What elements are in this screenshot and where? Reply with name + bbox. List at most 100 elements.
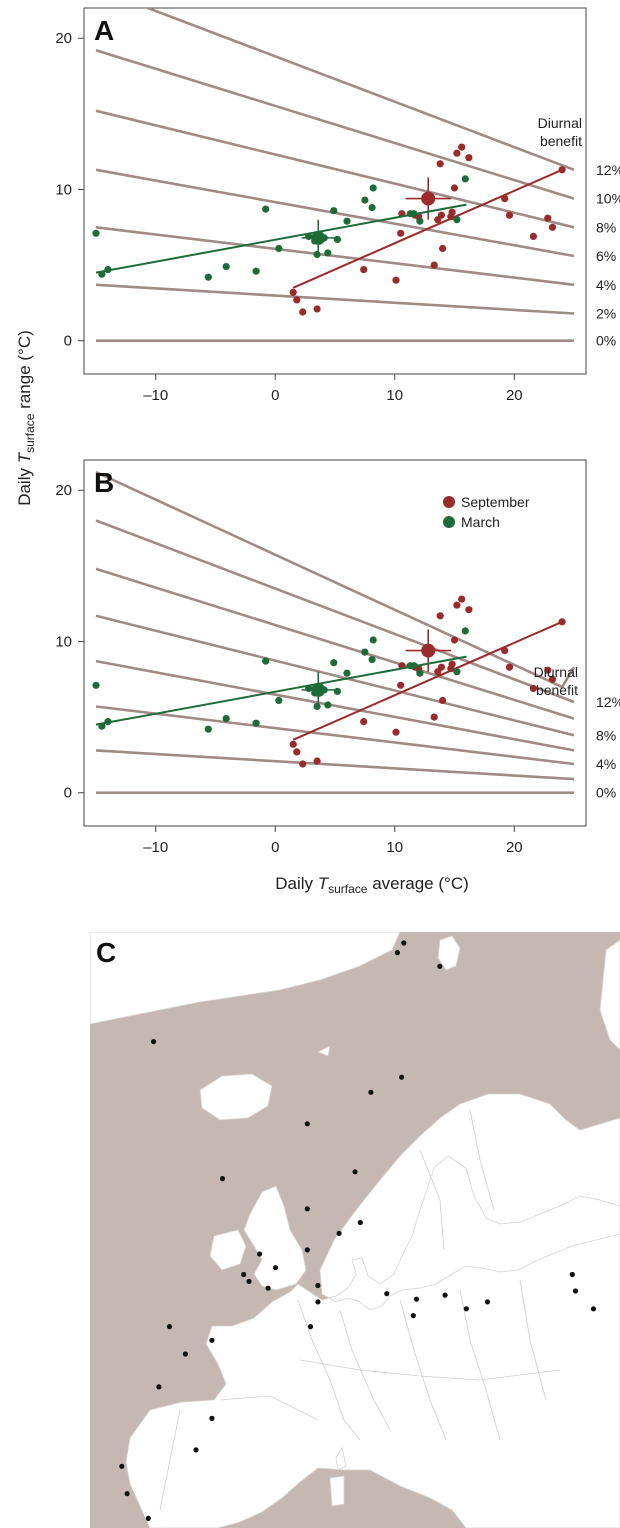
- x-tick-label: 10: [386, 387, 403, 404]
- march-point: [333, 687, 341, 696]
- september-point: [437, 663, 445, 671]
- y-axis-label: Daily Tsurface range (°C): [15, 330, 37, 506]
- september-point: [529, 684, 538, 693]
- station-marker: [151, 1039, 157, 1045]
- september-point: [529, 232, 538, 240]
- march-point: [305, 684, 313, 693]
- contour-label: 2%: [596, 306, 616, 322]
- panel-c-map: [90, 932, 620, 1528]
- march-point: [92, 681, 100, 689]
- europe-mainland: [125, 1093, 620, 1528]
- iceland-landmass: [199, 1073, 273, 1121]
- station-marker: [193, 1447, 199, 1453]
- station-marker: [156, 1384, 162, 1390]
- march-point: [275, 244, 283, 253]
- march-point: [313, 702, 321, 711]
- benefit-contours-b: [95, 470, 576, 794]
- september-point: [448, 208, 456, 216]
- march-point: [361, 196, 369, 204]
- panel-label-a: A: [94, 15, 114, 46]
- september-point: [558, 618, 566, 626]
- panel-label-c: C: [96, 937, 116, 968]
- station-marker: [394, 950, 400, 956]
- legend-marker-september: [443, 496, 455, 508]
- station-marker: [590, 1306, 597, 1312]
- september-point: [313, 757, 321, 765]
- march-point: [252, 719, 260, 727]
- country-borders: [159, 1109, 561, 1511]
- station-marker: [219, 1176, 226, 1182]
- contour-label: 8%: [596, 219, 616, 235]
- march-point: [330, 207, 338, 215]
- contour-line: [95, 659, 575, 752]
- september-point: [448, 660, 456, 668]
- x-tick-label: 20: [506, 839, 523, 856]
- march-point: [461, 627, 469, 635]
- september-mean-point: [421, 643, 436, 658]
- station-marker: [257, 1251, 263, 1257]
- contour-label: 12%: [596, 162, 620, 178]
- september-point: [299, 760, 307, 768]
- novaya-zemlya-landmass: [599, 939, 620, 1051]
- march-fit-line: [95, 655, 467, 726]
- station-marker: [119, 1463, 125, 1469]
- station-marker: [413, 1296, 420, 1302]
- legend-title-line2-b: benefit: [536, 682, 578, 698]
- september-point: [450, 184, 459, 192]
- march-point: [104, 266, 112, 274]
- september-point: [293, 296, 301, 304]
- march-point: [252, 267, 260, 275]
- station-marker: [307, 1324, 314, 1330]
- station-marker: [246, 1278, 252, 1284]
- contour-label: 12%: [596, 694, 620, 710]
- march-point: [204, 725, 212, 733]
- station-marker: [304, 1206, 310, 1212]
- march-point: [369, 636, 377, 644]
- contour-label: 8%: [596, 727, 616, 743]
- corsica-landmass: [335, 1446, 347, 1471]
- station-marker: [272, 1265, 279, 1271]
- september-fit-line: [292, 620, 563, 741]
- station-marker: [304, 1247, 310, 1253]
- border-line: [519, 1279, 547, 1401]
- contour-line: [95, 470, 576, 689]
- september-point: [465, 606, 473, 614]
- station-marker: [437, 963, 443, 969]
- benefit-contours-a: [95, 8, 575, 342]
- jan-mayen-landmass: [317, 1045, 331, 1057]
- contour-line: [95, 749, 575, 781]
- station-marker: [463, 1306, 469, 1312]
- contour-label: 0%: [596, 333, 616, 349]
- station-marker: [124, 1491, 130, 1497]
- march-point: [262, 205, 270, 213]
- y-tick-label: 20: [55, 30, 72, 47]
- march-point: [222, 715, 230, 723]
- x-tick-label: –10: [143, 387, 168, 404]
- september-point: [439, 244, 447, 253]
- march-mean-point: [311, 230, 326, 245]
- x-tick-label: 0: [271, 839, 279, 856]
- contour-line: [144, 8, 575, 172]
- border-line: [297, 1299, 361, 1441]
- y-tick-label: 10: [55, 181, 72, 198]
- legend-title-line1-a: Diurnal: [538, 115, 582, 131]
- march-mean-point: [311, 682, 326, 697]
- march-point: [410, 210, 418, 218]
- border-line: [419, 1149, 445, 1251]
- contour-label: 10%: [596, 191, 620, 207]
- station-marker: [572, 1288, 579, 1294]
- march-fit-line: [95, 203, 467, 274]
- september-point: [430, 713, 438, 721]
- axis-ticks-a: –10 0 10 20 0 10 20: [55, 30, 522, 404]
- september-point: [437, 211, 445, 219]
- september-point: [293, 748, 301, 756]
- plot-frame-a: [83, 7, 587, 375]
- station-marker: [265, 1285, 271, 1291]
- station-marker: [399, 1074, 405, 1080]
- september-point: [313, 305, 321, 313]
- map-land: [90, 932, 620, 1528]
- y-tick-label: 0: [64, 333, 72, 350]
- station-marker: [357, 1219, 363, 1226]
- march-point: [453, 216, 461, 224]
- march-point: [361, 648, 369, 656]
